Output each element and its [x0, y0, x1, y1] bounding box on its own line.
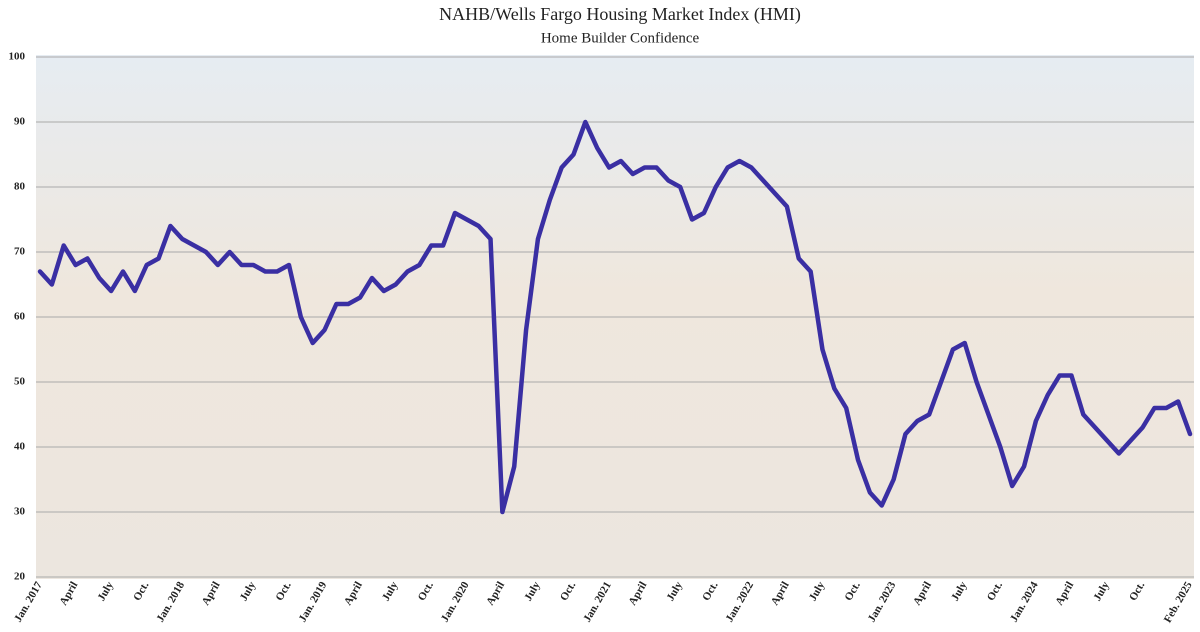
x-tick-label: Jan. 2017	[12, 579, 45, 624]
x-tick-label: April	[769, 580, 792, 608]
x-tick-label: April	[200, 580, 223, 608]
x-tick-label: July	[949, 579, 970, 603]
y-tick-label: 20	[14, 571, 26, 583]
x-tick-label: Jan. 2020	[439, 579, 472, 624]
x-tick-label: Oct.	[273, 580, 293, 603]
x-tick-label: April	[484, 580, 507, 608]
x-tick-label: Jan. 2018	[154, 579, 187, 624]
y-tick-label: 90	[14, 116, 26, 128]
x-tick-label: Oct.	[843, 580, 863, 603]
x-tick-label: Oct.	[416, 580, 436, 603]
y-tick-label: 40	[14, 441, 26, 453]
x-tick-label: Oct.	[1127, 580, 1147, 603]
x-tick-label: July	[665, 579, 686, 603]
y-tick-label: 70	[14, 246, 26, 258]
x-tick-label: Jan. 2019	[297, 579, 330, 624]
y-tick-label: 30	[14, 506, 26, 518]
x-tick-label: April	[627, 580, 650, 608]
x-tick-label: Oct.	[985, 580, 1005, 603]
x-tick-label: July	[238, 579, 259, 603]
x-tick-label: April	[342, 580, 365, 608]
x-tick-label: Oct.	[700, 580, 720, 603]
y-tick-label: 50	[14, 376, 26, 388]
x-tick-label: July	[807, 579, 828, 603]
x-tick-label: July	[522, 579, 543, 603]
y-tick-label: 80	[14, 181, 26, 193]
x-tick-label: Jan. 2021	[581, 580, 614, 625]
x-tick-label: Jan. 2023	[866, 579, 899, 624]
x-tick-label: April	[911, 580, 934, 608]
x-tick-label: Oct.	[131, 580, 151, 603]
x-tick-label: Oct.	[558, 580, 578, 603]
x-tick-label: July	[1091, 579, 1112, 603]
x-tick-label: April	[57, 580, 80, 608]
chart-subtitle: Home Builder Confidence	[541, 30, 700, 46]
chart-title: NAHB/Wells Fargo Housing Market Index (H…	[439, 4, 801, 25]
data-line	[37, 119, 1193, 515]
y-tick-label: 60	[14, 311, 26, 323]
x-tick-label: April	[1053, 580, 1076, 608]
x-tick-label: Jan. 2024	[1008, 579, 1041, 624]
x-tick-label: July	[95, 579, 116, 603]
x-tick-label: Jan. 2022	[723, 579, 756, 624]
y-tick-label: 100	[9, 51, 26, 63]
x-tick-label: July	[380, 579, 401, 603]
x-tick-label: Feb. 2025	[1162, 579, 1195, 625]
